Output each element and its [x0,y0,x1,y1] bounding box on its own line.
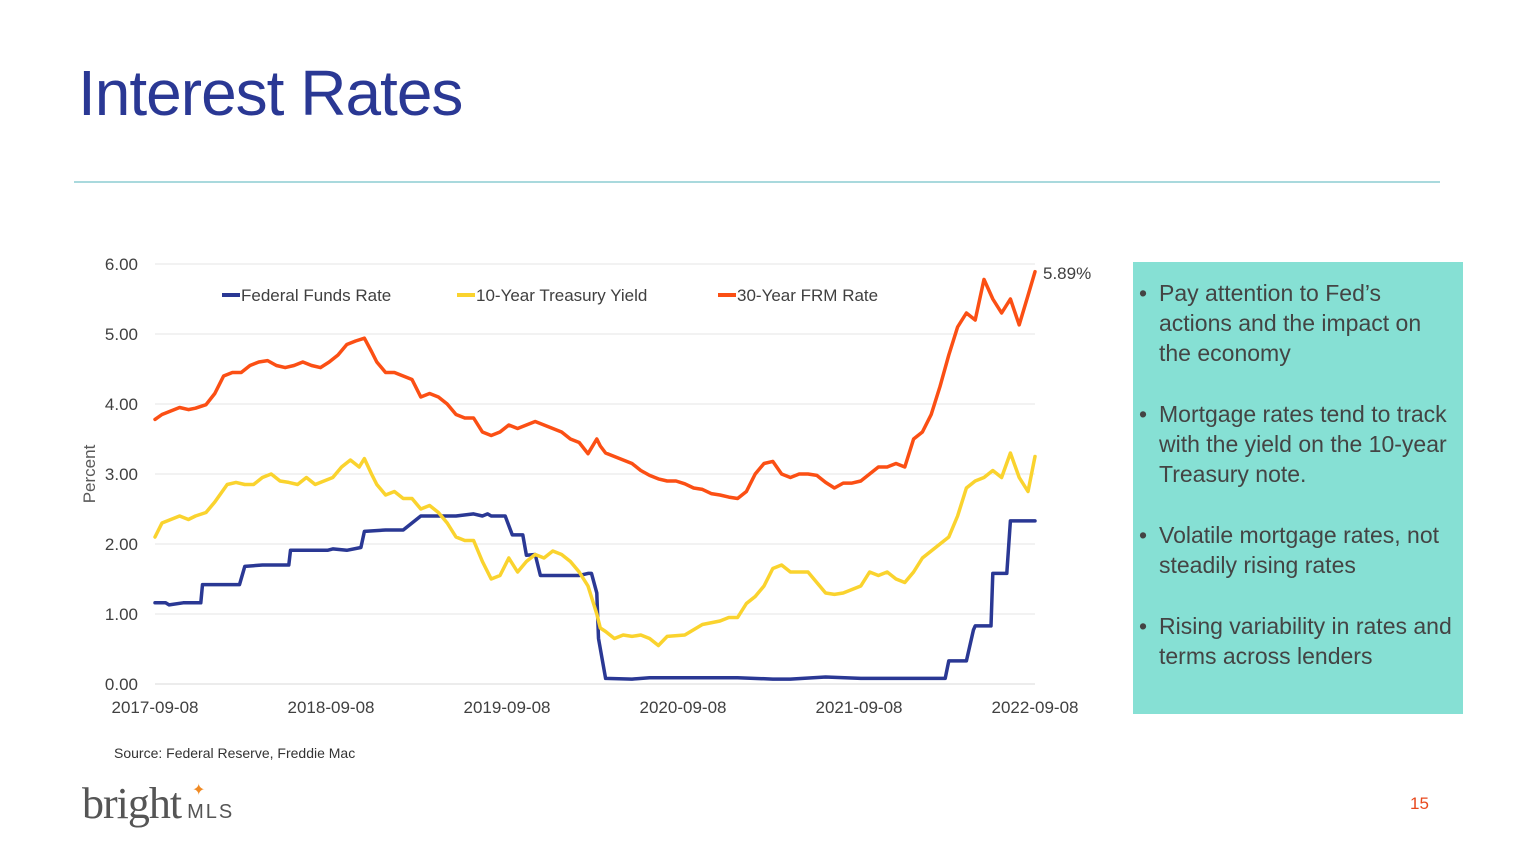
page-number: 15 [1410,794,1429,813]
y-tick-label: 3.00 [105,465,138,484]
bullet-dot: • [1139,280,1148,306]
x-tick-label: 2022-09-08 [992,698,1079,717]
bullet-list: • Pay attention to Fed’s actions and the … [1133,262,1463,671]
bullet-item: • Volatile mortgage rates, not steadily r… [1139,520,1453,580]
bullet-dot: • [1139,613,1148,639]
y-tick-label: 1.00 [105,605,138,624]
y-tick-label: 4.00 [105,395,138,414]
legend-label: 30-Year FRM Rate [737,286,878,305]
series-line-0 [153,512,1037,681]
logo-suffix: MLS [187,801,235,823]
y-axis-ticks: 0.00 1.00 2.00 3.00 4.00 5.00 6.00 [105,255,138,694]
series-line-2 [153,269,1037,501]
bullet-text: Volatile mortgage rates, not steadily ri… [1159,522,1439,578]
bullet-item: • Pay attention to Fed’s actions and the … [1139,278,1453,368]
y-tick-label: 2.00 [105,535,138,554]
title-divider [74,181,1440,183]
bullet-dot: • [1139,401,1148,427]
gridlines [155,263,1035,685]
bullet-item: • Rising variability in rates and terms a… [1139,611,1453,671]
notes-panel: • Pay attention to Fed’s actions and the … [1133,262,1463,714]
y-axis-label: Percent [80,444,99,503]
bullet-item: • Mortgage rates tend to track with the y… [1139,399,1453,489]
y-tick-label: 6.00 [105,255,138,274]
series-lines [153,269,1037,681]
bright-mls-logo: bright MLS ✦ [82,778,235,828]
y-tick-label: 5.00 [105,325,138,344]
legend-label: Federal Funds Rate [241,286,391,305]
bullet-text: Pay attention to Fed’s actions and the i… [1159,280,1422,366]
x-tick-label: 2017-09-08 [112,698,199,717]
x-axis-ticks: 2017-09-08 2018-09-08 2019-09-08 2020-09-08… [112,698,1079,717]
x-tick-label: 2018-09-08 [288,698,375,717]
logo-star-icon: ✦ [192,782,206,799]
end-value-annotation: 5.89% [1043,264,1091,283]
x-tick-label: 2019-09-08 [464,698,551,717]
x-tick-label: 2020-09-08 [640,698,727,717]
source-note: Source: Federal Reserve, Freddie Mac [114,745,356,761]
bullet-dot: • [1139,522,1148,548]
bullet-text: Mortgage rates tend to track with the yi… [1159,401,1447,487]
legend-label: 10-Year Treasury Yield [476,286,647,305]
y-tick-label: 0.00 [105,675,138,694]
bullet-text: Rising variability in rates and terms ac… [1159,613,1452,669]
legend: Federal Funds Rate 10-Year Treasury Yield… [222,286,878,305]
logo-wordmark: bright [82,779,182,828]
x-tick-label: 2021-09-08 [816,698,903,717]
slide-title: Interest Rates [78,57,463,129]
series-line-1 [153,451,1037,648]
